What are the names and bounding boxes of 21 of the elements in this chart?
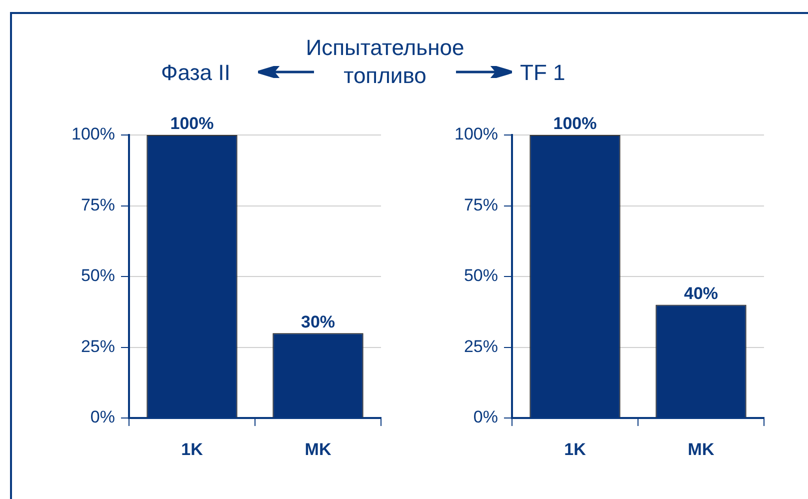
x-tick-label: MK [688,440,715,459]
y-tick-label: 50% [80,266,115,286]
y-tick-label: 50% [464,266,498,286]
text: Испытательное топливо [304,34,466,90]
data-label: 30% [300,312,336,332]
y-tick-label: 25% [80,336,115,356]
y-tick-label: 25% [464,336,498,356]
x-tick-label: 1K [564,440,587,459]
data-label: 100% [170,114,214,134]
x-tick-label: MK [304,440,332,459]
y-tick-label: 100% [454,124,498,144]
y-tick-label: 100% [72,124,115,144]
y-tick-label: 75% [80,195,115,214]
chart-title: TF 1 [520,60,566,85]
y-tick-label: 0% [473,408,498,427]
data-label: 40% [684,284,718,303]
y-tick-label: 75% [464,195,498,214]
x-tick-label: 1K [181,440,204,459]
chart-title: Фаза II [161,60,230,85]
y-tick-label: 0% [90,408,115,427]
data-label: 100% [553,114,597,134]
